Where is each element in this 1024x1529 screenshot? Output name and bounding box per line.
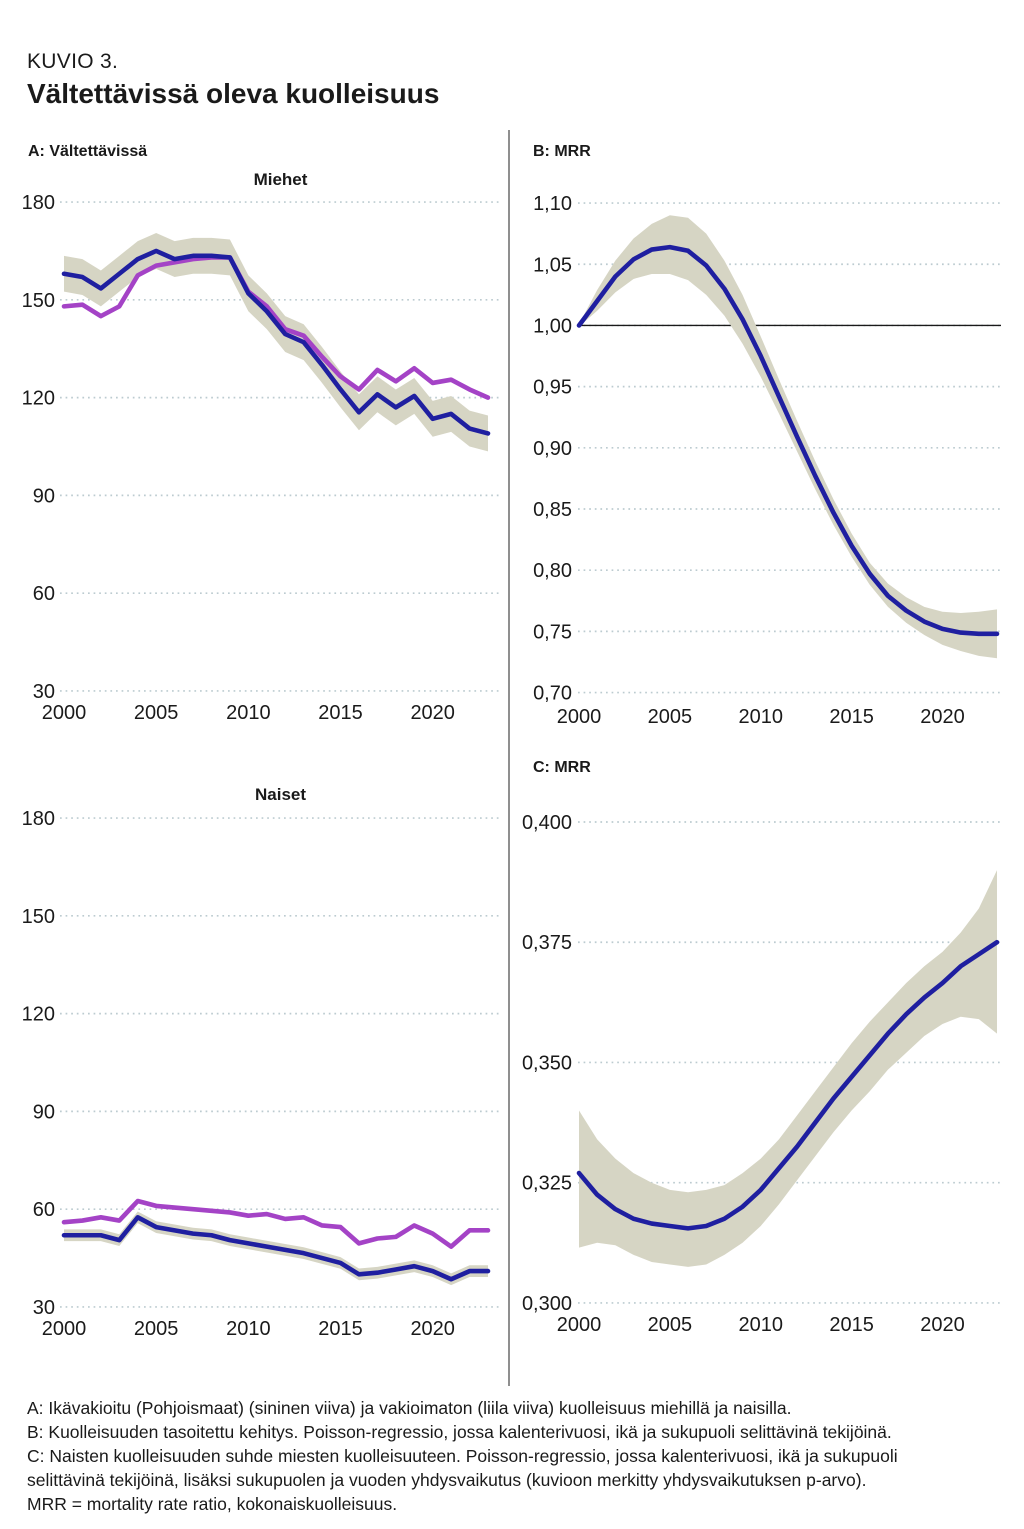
svg-text:0,80: 0,80 [533, 560, 572, 582]
svg-text:120: 120 [22, 1004, 55, 1026]
footnotes: A: Ikävakioitu (Pohjoismaat) (sininen vi… [27, 1396, 977, 1516]
svg-text:2005: 2005 [648, 706, 693, 728]
series-line-purple [61, 1198, 491, 1249]
svg-text:2005: 2005 [134, 1318, 179, 1340]
x-tick-labels: 2000 2005 2010 2015 2020 [557, 706, 965, 728]
chart-title-miehet: Miehet [253, 170, 308, 189]
svg-text:2005: 2005 [648, 1314, 693, 1336]
chart-mrr-b: 1,10 1,05 1,00 0,95 0,90 0,85 0,80 0,75 0,702000… [533, 193, 1001, 728]
svg-text:120: 120 [22, 388, 55, 410]
y-tick-labels: 1,10 1,05 1,00 0,95 0,90 0,85 0,80 0,75 0,70 [533, 193, 572, 704]
svg-text:30: 30 [33, 1297, 55, 1319]
svg-text:2005: 2005 [134, 702, 179, 724]
svg-text:0,95: 0,95 [533, 377, 572, 399]
figure-number: KUVIO 3. [27, 50, 119, 73]
x-tick-labels: 2000 2005 2010 2015 2020 [42, 702, 455, 724]
svg-text:60: 60 [33, 1199, 55, 1221]
svg-text:2020: 2020 [920, 1314, 965, 1336]
svg-text:2015: 2015 [318, 1318, 363, 1340]
svg-text:0,75: 0,75 [533, 621, 572, 643]
svg-text:2010: 2010 [738, 1314, 783, 1336]
gridlines [60, 817, 501, 1308]
svg-text:150: 150 [22, 290, 55, 312]
y-tick-labels: 180 150 120 90 60 30 [22, 192, 55, 703]
panel-c-label: C: MRR [533, 759, 591, 776]
svg-text:0,400: 0,400 [522, 812, 572, 834]
svg-text:1,05: 1,05 [533, 254, 572, 276]
svg-text:2000: 2000 [557, 706, 602, 728]
svg-text:0,375: 0,375 [522, 932, 572, 954]
series-line-blue [576, 939, 1000, 1231]
svg-text:180: 180 [22, 192, 55, 214]
svg-text:2000: 2000 [557, 1314, 602, 1336]
svg-text:2000: 2000 [42, 1318, 87, 1340]
panel-a-label: A: Vältettävissä [28, 143, 148, 160]
y-tick-labels: 180 150 120 90 60 30 [22, 808, 55, 1319]
series-line-blue [61, 1215, 491, 1282]
svg-text:0,85: 0,85 [533, 499, 572, 521]
svg-text:90: 90 [33, 485, 55, 507]
svg-text:2015: 2015 [829, 1314, 874, 1336]
svg-text:2015: 2015 [318, 702, 363, 724]
svg-text:0,90: 0,90 [533, 438, 572, 460]
svg-text:150: 150 [22, 906, 55, 928]
svg-text:2010: 2010 [738, 706, 783, 728]
y-tick-labels: 0,400 0,375 0,350 0,325 0,300 [522, 812, 572, 1315]
footnote: C: Naisten kuolleisuuden suhde miesten k… [27, 1446, 898, 1490]
chart-title-naiset: Naiset [254, 785, 307, 804]
svg-text:2020: 2020 [920, 706, 965, 728]
svg-text:90: 90 [33, 1101, 55, 1123]
svg-text:0,350: 0,350 [522, 1052, 572, 1074]
panel-b-label: B: MRR [533, 143, 591, 160]
confidence-band [579, 870, 997, 1267]
svg-text:180: 180 [22, 808, 55, 830]
svg-text:2010: 2010 [226, 1318, 271, 1340]
svg-text:0,70: 0,70 [533, 683, 572, 705]
footnote: A: Ikävakioitu (Pohjoismaat) (sininen vi… [27, 1398, 792, 1418]
series-line-blue [576, 244, 1000, 637]
footnote: MRR = mortality rate ratio, kokonaiskuol… [27, 1494, 398, 1514]
svg-text:2020: 2020 [410, 702, 455, 724]
panel-divider-line [508, 130, 510, 1386]
svg-text:0,300: 0,300 [522, 1293, 572, 1315]
svg-text:2020: 2020 [410, 1318, 455, 1340]
page-title: Vältettävissä oleva kuolleisuus [27, 78, 440, 109]
svg-text:2015: 2015 [829, 706, 874, 728]
svg-text:60: 60 [33, 583, 55, 605]
footnote: B: Kuolleisuuden tasoitettu kehitys. Poi… [27, 1422, 892, 1442]
svg-text:0,325: 0,325 [522, 1173, 572, 1195]
gridlines [60, 201, 501, 692]
svg-text:30: 30 [33, 681, 55, 703]
x-tick-labels: 2000 2005 2010 2015 2020 [42, 1318, 455, 1340]
svg-text:2000: 2000 [42, 702, 87, 724]
x-tick-labels: 2000 2005 2010 2015 2020 [557, 1314, 965, 1336]
svg-text:1,00: 1,00 [533, 315, 572, 337]
series-line-blue [61, 248, 491, 436]
confidence-band [579, 215, 997, 659]
svg-text:2010: 2010 [226, 702, 271, 724]
svg-text:1,10: 1,10 [533, 193, 572, 215]
series-line-purple [61, 255, 491, 400]
